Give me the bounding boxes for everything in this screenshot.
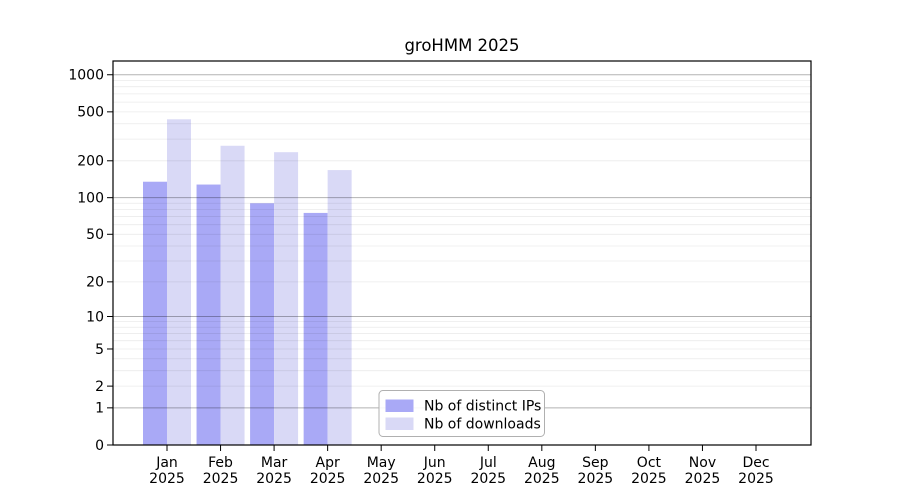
x-tick-label-month: Jul bbox=[479, 455, 497, 471]
legend-label-downloads: Nb of downloads bbox=[424, 417, 541, 433]
bar-distinct-ips-jan bbox=[143, 181, 167, 445]
y-tick-label: 10 bbox=[86, 309, 104, 325]
x-tick-label-month: Sep bbox=[582, 455, 609, 471]
bar-distinct-ips-mar bbox=[250, 203, 275, 445]
legend-box bbox=[378, 390, 545, 437]
x-tick-label-year: 2025 bbox=[738, 471, 774, 487]
x-tick-label-month: Mar bbox=[261, 455, 288, 471]
legend-swatch-distinct-ips bbox=[385, 399, 414, 412]
legend: Nb of distinct IPs Nb of downloads bbox=[378, 390, 545, 437]
x-tick-label-year: 2025 bbox=[256, 471, 292, 487]
grid-group bbox=[113, 74, 811, 409]
bar-downloads-apr bbox=[327, 170, 352, 445]
legend-swatch-downloads bbox=[385, 417, 414, 430]
bar-distinct-ips-apr bbox=[303, 212, 328, 445]
axes-group: 10005002001005020105210Jan2025Feb2025Mar… bbox=[68, 60, 812, 487]
x-tick-label-year: 2025 bbox=[524, 471, 560, 487]
x-tick-label-year: 2025 bbox=[310, 471, 346, 487]
bar-downloads-jan bbox=[167, 119, 191, 445]
x-tick-label-year: 2025 bbox=[578, 471, 614, 487]
y-tick-label: 5 bbox=[95, 342, 104, 358]
plot-border bbox=[112, 60, 812, 446]
x-tick-label-year: 2025 bbox=[363, 471, 399, 487]
bar-distinct-ips-feb bbox=[196, 184, 221, 446]
chart-title: groHMM 2025 bbox=[404, 36, 519, 55]
y-tick-label: 1 bbox=[95, 401, 104, 417]
y-tick-label: 50 bbox=[86, 227, 104, 243]
bar-downloads-mar bbox=[274, 152, 299, 445]
y-tick-label: 20 bbox=[86, 275, 104, 291]
x-tick-label-month: Aug bbox=[528, 455, 555, 471]
y-tick-label: 1000 bbox=[68, 68, 104, 84]
legend-label-distinct-ips: Nb of distinct IPs bbox=[424, 399, 541, 415]
x-tick-label-month: Jan bbox=[155, 455, 178, 471]
x-tick-label-month: Apr bbox=[316, 455, 340, 471]
y-tick-label: 200 bbox=[77, 154, 104, 170]
x-tick-label-month: Feb bbox=[208, 455, 233, 471]
x-tick-label-year: 2025 bbox=[417, 471, 453, 487]
y-tick-label: 0 bbox=[95, 438, 104, 454]
x-tick-label-month: Jun bbox=[423, 455, 446, 471]
x-tick-label-month: Oct bbox=[637, 455, 662, 471]
x-tick-label-year: 2025 bbox=[149, 471, 185, 487]
bar-downloads-feb bbox=[220, 145, 245, 445]
y-tick-label: 500 bbox=[77, 105, 104, 121]
x-tick-label-month: Dec bbox=[742, 455, 769, 471]
y-tick-label: 100 bbox=[77, 190, 104, 206]
x-tick-label-year: 2025 bbox=[685, 471, 721, 487]
x-tick-label-month: May bbox=[367, 455, 396, 471]
y-tick-label: 2 bbox=[95, 379, 104, 395]
x-tick-label-year: 2025 bbox=[203, 471, 239, 487]
x-tick-label-month: Nov bbox=[689, 455, 716, 471]
bars-group bbox=[143, 119, 352, 446]
x-tick-label-year: 2025 bbox=[470, 471, 506, 487]
x-tick-label-year: 2025 bbox=[631, 471, 667, 487]
